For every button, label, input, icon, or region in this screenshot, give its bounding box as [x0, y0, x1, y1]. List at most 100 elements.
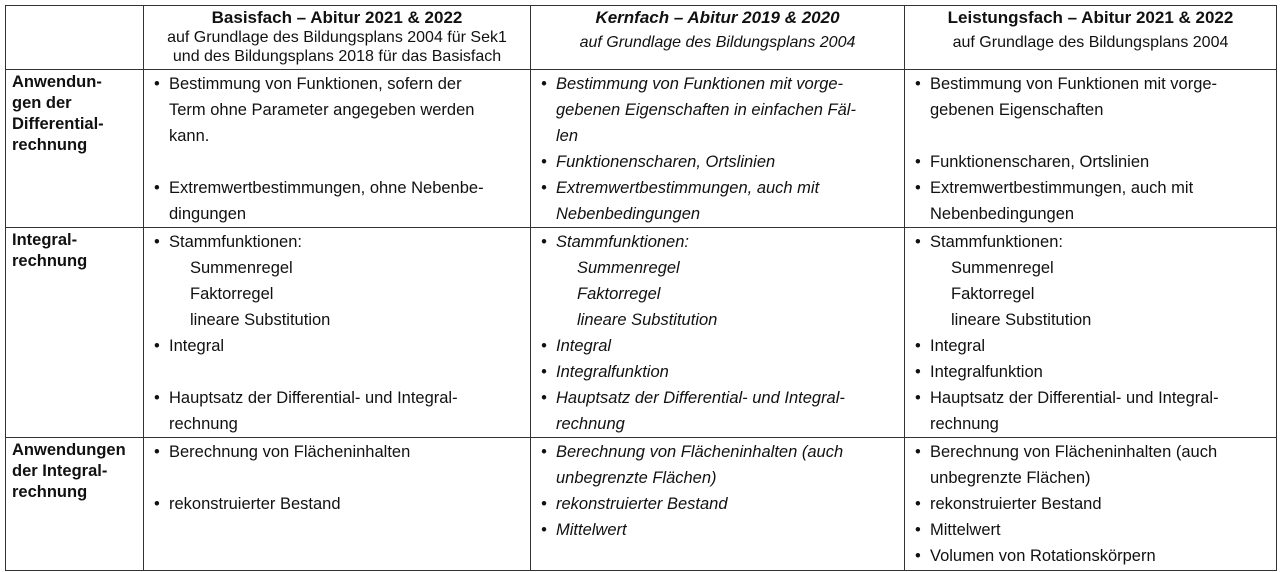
header-empty-cell [5, 5, 144, 70]
list-line: • rekonstruierter Bestand [531, 491, 904, 517]
list-line: gebenen Eigenschaften in einfachen Fäl- [531, 97, 904, 123]
list-line: Term ohne Parameter angegeben werden [144, 97, 530, 123]
list-line: • rekonstruierter Bestand [905, 491, 1276, 517]
topic-cell: Integral-rechnung [5, 227, 144, 438]
topic-line: gen der [12, 94, 72, 112]
line-text: Extremwertbestimmungen, auch mit [930, 179, 1194, 197]
line-text: Summenregel [951, 259, 1054, 277]
bullet-icon: • [154, 179, 160, 197]
list-line: unbegrenzte Flächen) [905, 465, 1276, 491]
line-text: rekonstruierter Bestand [556, 495, 728, 513]
line-text: Volumen von Rotationskörpern [930, 547, 1156, 565]
line-text: Stammfunktionen: [169, 233, 302, 251]
column-subtitle: auf Grundlage des Bildungsplans 2004 [905, 33, 1276, 52]
bullet-icon: • [541, 179, 547, 197]
list-line: • Mittelwert [905, 517, 1276, 543]
basisfach-cell: • Berechnung von Flächeninhalten • rekonstr… [143, 437, 531, 571]
bullet-icon: • [541, 233, 547, 251]
bullet-icon: • [915, 153, 921, 171]
line-text: gebenen Eigenschaften in einfachen Fäl- [556, 101, 856, 119]
topic-cell: Anwendungen der Integral-rechnung [5, 437, 144, 571]
bullet-icon: • [915, 443, 921, 461]
list-line: Nebenbedingungen [531, 201, 904, 227]
bullet-icon: • [915, 337, 921, 355]
bullet-icon: • [915, 495, 921, 513]
topic-line: rechnung [12, 483, 88, 501]
line-text: Bestimmung von Funktionen mit vorge- [556, 75, 844, 93]
line-text: dingungen [169, 205, 247, 223]
line-text: Integral [930, 337, 986, 355]
line-text: Extremwertbestimmungen, auch mit [556, 179, 820, 197]
column-title: Leistungsfach – Abitur 2021 & 2022 [947, 8, 1234, 27]
list-line: • Integral [905, 333, 1276, 359]
line-text: lineare Substitution [951, 311, 1092, 329]
list-line: • rekonstruierter Bestand [144, 491, 530, 517]
bullet-icon: • [154, 443, 160, 461]
list-line: • Stammfunktionen: [144, 229, 530, 255]
list-line: • Hauptsatz der Differential- und Integra… [144, 385, 530, 411]
list-line: • Stammfunktionen: [531, 229, 904, 255]
line-text: Stammfunktionen: [556, 233, 689, 251]
line-text: Berechnung von Flächeninhalten [169, 443, 411, 461]
header-leistungsfach: Leistungsfach – Abitur 2021 & 2022 auf G… [904, 5, 1277, 70]
bullet-icon: • [154, 389, 160, 407]
list-line: • Bestimmung von Funktionen mit vorge- [905, 71, 1276, 97]
list-line: Faktorregel [905, 281, 1276, 307]
table-row: Anwendun-gen der Differential-rechnung • Be… [5, 69, 1277, 228]
list-line: lineare Substitution [531, 307, 904, 333]
line-text: lineare Substitution [190, 311, 331, 329]
list-line: • Volumen von Rotationskörpern [905, 543, 1276, 569]
line-text: lineare Substitution [577, 311, 718, 329]
line-text: Funktionenscharen, Ortslinien [556, 153, 776, 171]
list-line: Summenregel [144, 255, 530, 281]
blank-line [905, 123, 1276, 149]
bullet-icon: • [915, 233, 921, 251]
list-line: Nebenbedingungen [905, 201, 1276, 227]
list-line: • Extremwertbestimmungen, auch mit [531, 175, 904, 201]
line-text: Term ohne Parameter angegeben werden [169, 101, 475, 119]
topic-line: Integral- [12, 231, 78, 249]
bullet-icon: • [541, 521, 547, 539]
table-row: Anwendungen der Integral-rechnung • Berechn… [5, 437, 1277, 571]
list-line: Faktorregel [531, 281, 904, 307]
line-text: Integral [169, 337, 225, 355]
list-line: • Bestimmung von Funktionen, sofern der [144, 71, 530, 97]
line-text: Nebenbedingungen [556, 205, 701, 223]
line-text: unbegrenzte Flächen) [930, 469, 1091, 487]
list-line: • Hauptsatz der Differential- und Integra… [531, 385, 904, 411]
kernfach-cell: • Stammfunktionen: Summenregel Faktorregel l… [530, 227, 905, 438]
basisfach-cell: • Bestimmung von Funktionen, sofern der Te… [143, 69, 531, 228]
column-title: Basisfach – Abitur 2021 & 2022 [211, 8, 463, 27]
list-line: • Extremwertbestimmungen, ohne Nebenbe- [144, 175, 530, 201]
line-text: len [556, 127, 579, 145]
header-row: Basisfach – Abitur 2021 & 2022 auf Grund… [5, 5, 1277, 70]
bullet-icon: • [915, 75, 921, 93]
list-line: rechnung [905, 411, 1276, 437]
list-line: Faktorregel [144, 281, 530, 307]
list-line: • Bestimmung von Funktionen mit vorge- [531, 71, 904, 97]
line-text: Summenregel [577, 259, 680, 277]
bullet-icon: • [541, 337, 547, 355]
line-text: Integralfunktion [930, 363, 1043, 381]
list-line: • Integralfunktion [531, 359, 904, 385]
blank-line [144, 149, 530, 175]
list-line: • Integral [144, 333, 530, 359]
bullet-icon: • [915, 179, 921, 197]
table-row: Integral-rechnung • Stammfunktionen: Summen… [5, 227, 1277, 438]
line-text: Bestimmung von Funktionen mit vorge- [930, 75, 1218, 93]
bullet-icon: • [541, 363, 547, 381]
bullet-icon: • [541, 443, 547, 461]
line-text: Mittelwert [930, 521, 1001, 539]
line-text: Berechnung von Flächeninhalten (auch [556, 443, 844, 461]
list-line: • Funktionenscharen, Ortslinien [531, 149, 904, 175]
list-line: rechnung [144, 411, 530, 437]
list-line: dingungen [144, 201, 530, 227]
line-text: Integral [556, 337, 612, 355]
bullet-icon: • [541, 153, 547, 171]
list-line: • Hauptsatz der Differential- und Integra… [905, 385, 1276, 411]
topic-line: der Integral- [12, 462, 108, 480]
list-line: • Mittelwert [531, 517, 904, 543]
kernfach-cell: • Berechnung von Flächeninhalten (auch unb… [530, 437, 905, 571]
line-text: Hauptsatz der Differential- und Integral… [169, 389, 458, 407]
line-text: Nebenbedingungen [930, 205, 1075, 223]
